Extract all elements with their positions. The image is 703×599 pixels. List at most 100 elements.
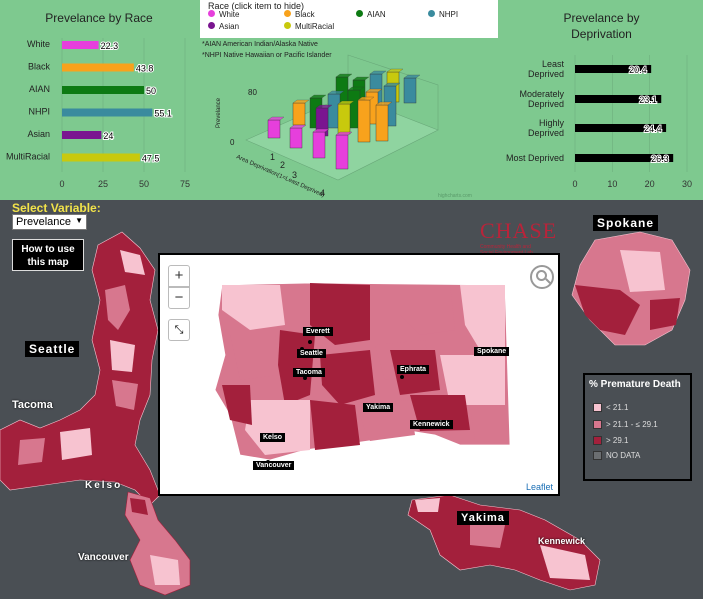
inset-label-vancouver: Vancouver [78, 552, 129, 563]
legend-swatch-low [593, 403, 602, 413]
leaflet-attribution-link[interactable]: Leaflet [522, 482, 556, 492]
search-icon[interactable] [530, 265, 554, 289]
legend-label-low: < 21.1 [606, 403, 629, 412]
chart3d-legend-label: Asian [219, 22, 240, 31]
legend-swatch-mid [593, 420, 602, 430]
chart3d-bar-top [267, 116, 285, 121]
city-label-tacoma: Tacoma [293, 368, 325, 377]
city-label-yakima: Yakima [363, 403, 394, 412]
chart3d-x-tick: 2 [280, 160, 285, 170]
legend-label-high: > 29.1 [606, 436, 629, 445]
main-leaflet-map[interactable]: + − ⤡ Leaflet Everett Seattle Tacoma Eph… [158, 253, 560, 496]
fullscreen-icon[interactable]: ⤡ [168, 319, 190, 341]
zoom-out-button[interactable]: − [168, 287, 190, 309]
chevron-down-icon: ▼ [75, 216, 83, 225]
inset-label-spokane: Spokane [593, 215, 659, 231]
zoom-in-button[interactable]: + [168, 265, 190, 287]
nhpi-note: *NHPI Native Hawaiian or Pacific Islande… [202, 52, 332, 59]
race-bar [62, 108, 153, 117]
race-value-label: 22.3 [101, 41, 119, 51]
chart3d-bar-top [327, 90, 345, 95]
legend-swatch-nodata [593, 451, 602, 461]
dep-tick-label: 20 [645, 179, 655, 189]
howto-line1: How to use [21, 244, 75, 255]
city-label-everett: Everett [303, 327, 333, 336]
chart3d-x-tick: 3 [292, 170, 297, 180]
dep-value-label: 26.3 [651, 154, 669, 164]
race-category-label: Black [28, 62, 51, 72]
dep-bar [575, 154, 674, 162]
chart3d-legend-item[interactable]: NHPI [428, 10, 458, 19]
city-label-seattle: Seattle [297, 349, 326, 358]
race-value-label: 24 [103, 131, 113, 141]
chart3d-bar-top [383, 82, 401, 87]
chart3d-bar-top [335, 73, 353, 78]
chart3d-y-tick: 80 [248, 88, 257, 97]
dep-category-label: Moderately [519, 89, 564, 99]
dep-bar [575, 65, 652, 73]
race-tick-label: 75 [180, 179, 190, 189]
chart3d-bar-top [315, 104, 333, 109]
race-bar [62, 131, 102, 139]
dep-tick-label: 10 [607, 179, 617, 189]
chart3d-legend-label: Black [295, 10, 315, 19]
chart3d-legend-label: MultiRacial [295, 22, 335, 31]
race-value-label: 43.8 [136, 64, 154, 74]
chart3d-bar-top [369, 70, 387, 75]
chart3d-bar-top [403, 74, 421, 79]
race-chart-title: Prevelance by Race [45, 11, 153, 25]
deprivation-title-line1: Prevelance by [563, 11, 640, 25]
chart3d-legend-box: Race (click item to hide) White Black AIAN… [200, 0, 498, 38]
inset-label-tacoma: Tacoma [12, 399, 53, 411]
premature-death-legend: % Premature Death < 21.1 > 21.1 - ≤ 29.1… [583, 373, 692, 481]
spokane-inset[interactable] [571, 231, 691, 346]
chart3d-x-tick: 1 [270, 152, 275, 162]
city-label-kelso: Kelso [260, 433, 286, 442]
race-category-label: NHPI [28, 107, 50, 117]
yakima-kennewick-inset[interactable] [407, 494, 601, 591]
legend-dot-icon [208, 22, 215, 29]
dep-category-label: Least [542, 59, 565, 69]
city-marker-everett [308, 340, 312, 344]
how-to-use-button[interactable]: How to use this map [12, 239, 84, 271]
chart3d-legend-item[interactable]: White [208, 10, 239, 19]
inset-label-seattle: Seattle [25, 341, 80, 357]
dep-category-label: Deprived [528, 69, 564, 79]
legend-item-nodata: NO DATA [593, 451, 640, 461]
chart3d-legend-item[interactable]: MultiRacial [284, 22, 334, 31]
chart3d-title: Race (click item to hide) [208, 1, 305, 11]
chart3d-bar-top [386, 68, 404, 73]
race-category-label: Asian [27, 129, 50, 139]
race-category-label: AIAN [29, 84, 50, 94]
select-variable-label: Select Variable: [12, 201, 101, 215]
dep-category-label: Most Deprived [506, 153, 564, 163]
puget-sound-inset[interactable] [0, 231, 161, 506]
dep-bar [575, 124, 667, 132]
race-value-label: 50 [146, 86, 156, 96]
race-value-label: 55.1 [154, 109, 172, 119]
chart3d-legend-item[interactable]: AIAN [356, 10, 386, 19]
race-chart-panel: Prevelance by Race 0 25 50 75 White 22.3 Black… [0, 0, 198, 200]
washington-state-map[interactable] [160, 255, 560, 496]
inset-label-yakima: Yakima [457, 511, 509, 525]
inset-label-kennewick: Kennewick [538, 536, 586, 546]
chart3d-legend-item[interactable]: Asian [208, 22, 239, 31]
chart3d-legend-item[interactable]: Black [284, 10, 315, 19]
legend-dot-icon [428, 10, 435, 17]
deprivation-chart-panel: Prevelance by Deprivation 0 10 20 30 Least De… [500, 0, 703, 200]
variable-select[interactable]: Prevelance ▼ [12, 214, 87, 230]
dep-category-label: Highly [539, 118, 565, 128]
dep-value-label: 23.1 [639, 95, 657, 105]
chart3d-legend-label: White [219, 10, 240, 19]
race-bar [62, 63, 134, 72]
dep-value-label: 20.4 [629, 65, 647, 75]
chart3d-bar-top [309, 94, 327, 99]
kelso-vancouver-inset[interactable] [124, 491, 191, 596]
aian-note: *AIAN American Indian/Alaska Native [202, 41, 318, 48]
chart3d-bar-top [292, 99, 310, 104]
city-marker-ephrata [400, 375, 404, 379]
chart3d-legend-label: NHPI [439, 10, 459, 19]
